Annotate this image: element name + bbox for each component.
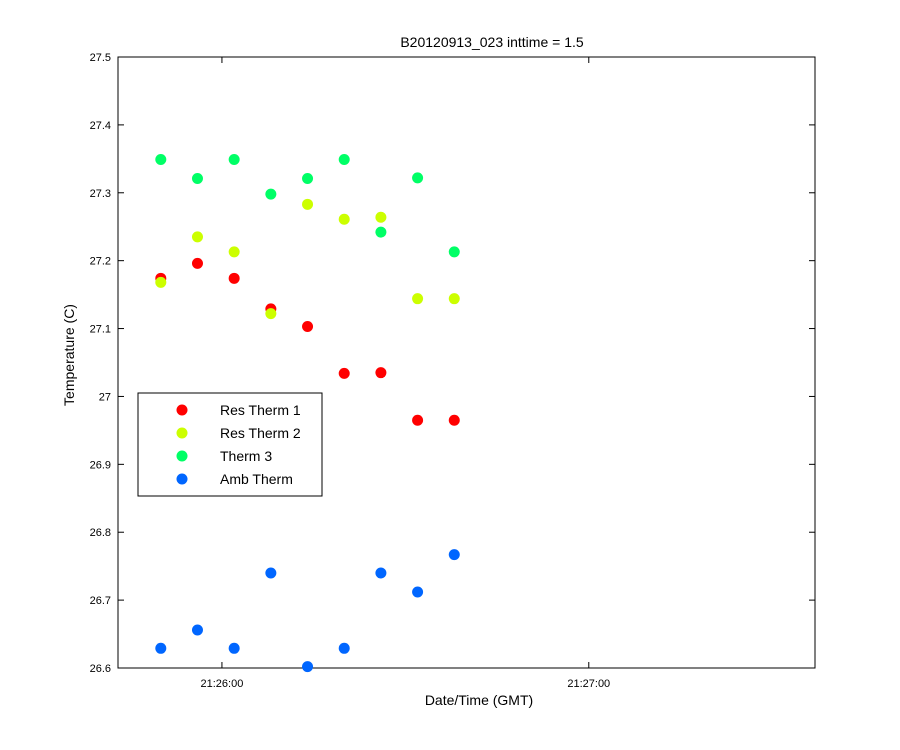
- y-tick-label: 27.3: [90, 188, 111, 200]
- legend-label: Res Therm 2: [220, 425, 301, 441]
- legend-marker: [176, 427, 188, 439]
- y-tick-label: 27.1: [90, 324, 111, 336]
- data-point: [375, 226, 387, 238]
- data-point: [228, 246, 240, 258]
- data-point: [155, 642, 167, 654]
- data-point: [302, 321, 314, 333]
- y-tick-label: 27: [99, 391, 111, 403]
- data-point: [375, 211, 387, 223]
- legend-marker: [176, 450, 188, 462]
- y-tick-label: 26.8: [90, 527, 111, 539]
- legend: Res Therm 1 Res Therm 2 Therm 3 Amb Therm: [137, 392, 323, 497]
- data-point: [191, 257, 203, 269]
- data-point: [338, 154, 350, 166]
- data-point: [448, 414, 460, 426]
- y-tick-label: 27.5: [90, 52, 111, 64]
- data-point: [155, 276, 167, 288]
- data-point: [191, 231, 203, 243]
- y-tick-label: 27.2: [90, 256, 111, 268]
- data-point: [302, 661, 314, 673]
- legend-marker: [176, 473, 188, 485]
- data-point: [155, 154, 167, 166]
- data-point: [448, 549, 460, 561]
- x-tick-label: 21:27:00: [567, 678, 610, 690]
- data-point: [265, 188, 277, 200]
- legend-marker: [176, 404, 188, 416]
- axis-ticks: 26.6 26.7 26.8 26.9 27 27.1 27.2 27.3 27.4 27.5 21…: [90, 52, 815, 690]
- x-tick-label: 21:26:00: [201, 678, 244, 690]
- y-tick-label: 26.9: [90, 459, 111, 471]
- legend-label: Therm 3: [220, 448, 272, 464]
- data-point: [228, 154, 240, 166]
- data-point: [302, 198, 314, 210]
- data-point: [412, 586, 424, 598]
- data-point: [375, 567, 387, 579]
- legend-label: Res Therm 1: [220, 402, 301, 418]
- y-tick-label: 27.4: [90, 120, 111, 132]
- data-point: [412, 293, 424, 305]
- data-point: [265, 567, 277, 579]
- legend-label: Amb Therm: [220, 471, 293, 487]
- data-point: [338, 213, 350, 225]
- data-point: [191, 624, 203, 636]
- y-tick-label: 26.7: [90, 595, 111, 607]
- data-point: [412, 172, 424, 184]
- plot-area: [117, 56, 816, 669]
- data-point: [265, 308, 277, 320]
- chart-title: B20120913_023 inttime = 1.5: [400, 34, 584, 50]
- y-axis-label: Temperature (C): [61, 304, 77, 406]
- data-point: [302, 173, 314, 185]
- data-point: [191, 173, 203, 185]
- x-axis-label: Date/Time (GMT): [425, 692, 533, 708]
- data-point: [375, 367, 387, 379]
- legend-box: [137, 392, 323, 497]
- data-point: [228, 642, 240, 654]
- y-tick-label: 26.6: [90, 663, 111, 675]
- data-point: [338, 367, 350, 379]
- data-point: [412, 414, 424, 426]
- data-point: [448, 293, 460, 305]
- data-points: [155, 154, 460, 673]
- data-point: [338, 642, 350, 654]
- data-point: [448, 246, 460, 258]
- data-point: [228, 272, 240, 284]
